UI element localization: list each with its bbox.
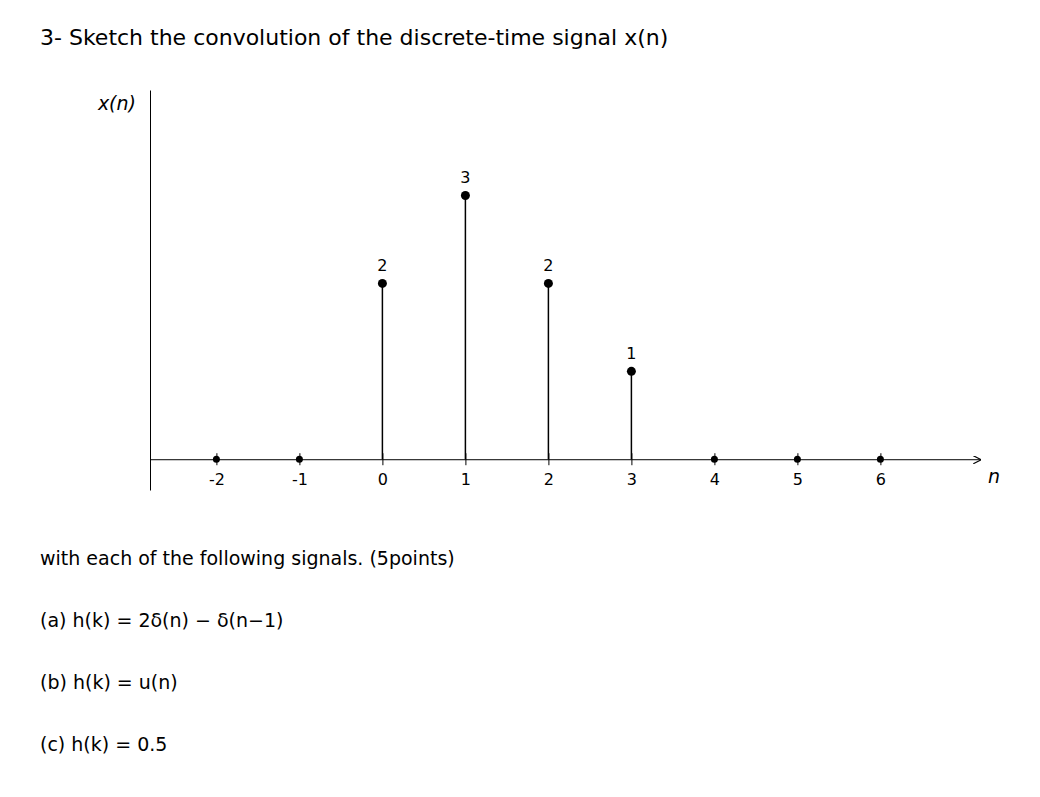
- annotation: (a) h(k) = 2δ(n) − δ(n−1): [40, 609, 283, 631]
- x-tick-label: 0: [378, 470, 388, 489]
- data-label: 2: [543, 256, 553, 275]
- x-tick-label: 4: [710, 470, 720, 489]
- x-tick-label: 6: [876, 470, 886, 489]
- y-axis: [150, 91, 151, 491]
- x-tick: 4: [710, 453, 720, 488]
- chart: 3- Sketch the convolution of the discret…: [0, 0, 1040, 797]
- title: 3- Sketch the convolution of the discret…: [40, 25, 668, 50]
- x-axis: -2 -1 0 1 2 3 4 5 6: [151, 453, 981, 488]
- x-tick-label: 1: [461, 470, 471, 489]
- zero-dot: [711, 456, 718, 463]
- y-axis-title: x(n): [97, 92, 136, 114]
- stem-dot: [378, 279, 387, 288]
- zero-dot: [794, 456, 801, 463]
- x-tick: -2: [209, 453, 225, 488]
- stem-dot: [627, 367, 636, 376]
- x-tick-label: 3: [627, 470, 637, 489]
- zero-dot: [877, 456, 884, 463]
- stem: [382, 283, 384, 459]
- x-tick: -1: [292, 453, 308, 488]
- annotations: with each of the following signals. (5po…: [40, 547, 455, 755]
- x-tick: 6: [876, 453, 886, 488]
- x-tick-label: 5: [793, 470, 803, 489]
- data-labels: 2 3 2 1: [377, 168, 636, 363]
- x-tick-label: 2: [544, 470, 554, 489]
- stem-dot: [544, 279, 553, 288]
- data-label: 1: [626, 344, 636, 363]
- stem: [548, 283, 550, 459]
- x-axis-line: [151, 459, 981, 460]
- marks: [213, 191, 884, 463]
- zero-dot: [213, 456, 220, 463]
- annotation: (c) h(k) = 0.5: [40, 733, 167, 755]
- annotation: (b) h(k) = u(n): [40, 671, 178, 693]
- x-tick-label: -2: [209, 470, 225, 489]
- stem: [631, 371, 633, 459]
- data-label: 2: [377, 256, 387, 275]
- x-tick-label: -1: [292, 470, 308, 489]
- x-axis-title: n: [988, 465, 1000, 487]
- y-axis-line: [150, 91, 151, 491]
- stem-dot: [461, 191, 470, 200]
- data-label: 3: [460, 168, 470, 187]
- zero-dot: [296, 456, 303, 463]
- x-tick: 5: [793, 453, 803, 488]
- annotation: with each of the following signals. (5po…: [40, 547, 455, 569]
- stem: [465, 195, 467, 459]
